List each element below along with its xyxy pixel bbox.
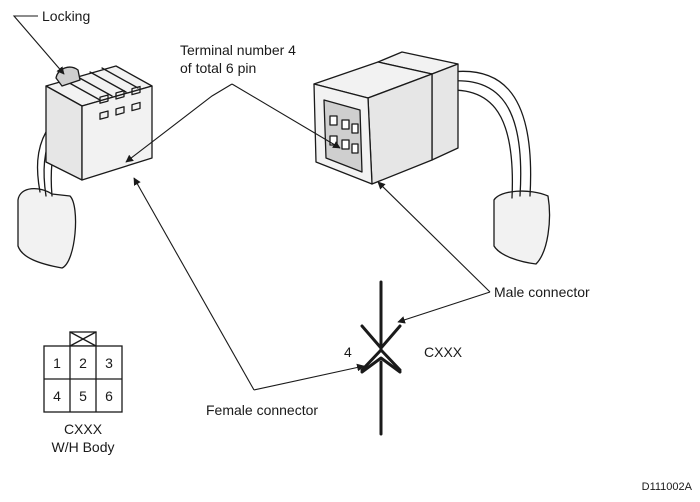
pin-4: 4 (53, 388, 61, 404)
pin-5: 5 (79, 388, 87, 404)
locking-label: Locking (42, 8, 90, 24)
female-top-ribs (63, 67, 139, 101)
pin-1: 1 (53, 355, 61, 371)
terminal-leader-male (231, 83, 341, 149)
callout-leaders (12, 15, 491, 391)
symbol-connector-code: CXXX (424, 344, 463, 360)
male-chevron (360, 324, 402, 350)
female-symbol-leader (253, 363, 365, 391)
female-chevron (360, 348, 402, 372)
body-connector-code: CXXX (64, 421, 103, 437)
male-connector-illustration (313, 51, 551, 265)
locking-leader (12, 15, 65, 75)
female-connector-leader (133, 177, 255, 391)
connector-symbol (360, 280, 402, 436)
female-pin-cavities (99, 85, 141, 120)
male-pins (329, 115, 359, 154)
body-label: W/H Body (51, 439, 114, 455)
male-connector-leader (377, 181, 491, 293)
pin-2: 2 (79, 355, 87, 371)
male-symbol-leader (397, 291, 491, 324)
pin-layout-grid: 1 2 3 4 5 6 (43, 331, 123, 413)
figure-id: D111002A (642, 481, 693, 493)
terminal-label-line1: Terminal number 4 (180, 42, 296, 58)
male-cable-sheath (493, 190, 551, 265)
terminal-label-line2: of total 6 pin (180, 60, 256, 76)
female-connector-illustration (17, 65, 153, 269)
pin-grid-lock-cross (69, 331, 97, 347)
pin-6: 6 (105, 388, 113, 404)
pin-3: 3 (105, 355, 113, 371)
terminal-leader-female (125, 83, 233, 163)
female-socket-mark (360, 356, 402, 374)
male-connector-label: Male connector (494, 284, 590, 300)
male-rear-side (431, 63, 459, 161)
female-connector-label: Female connector (206, 402, 318, 418)
symbol-pin-number: 4 (344, 344, 352, 360)
female-cable-sheath (17, 188, 77, 269)
